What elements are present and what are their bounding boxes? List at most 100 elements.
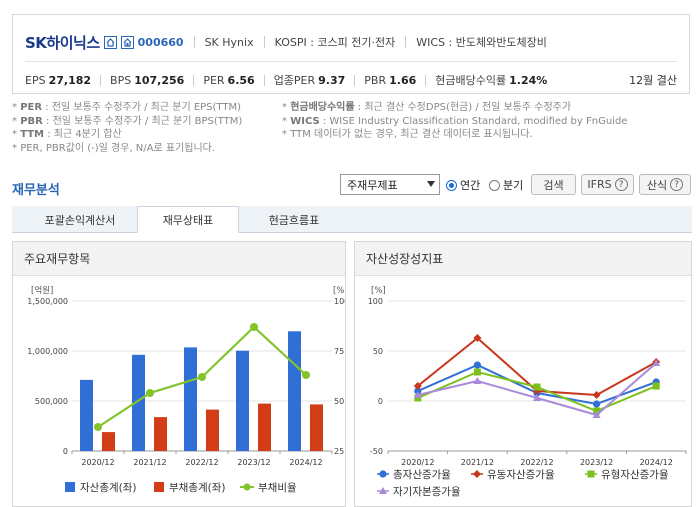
- y-tick-label: -50: [370, 447, 383, 456]
- y-tick-label-left: 500,000: [35, 397, 68, 406]
- legend-swatch: [154, 482, 164, 492]
- y-tick-label: 0: [378, 397, 383, 406]
- bar: [258, 403, 271, 451]
- help-icon: ?: [614, 178, 628, 191]
- asset-growth-chart: [%] -50 0 50 100 2020/12 2021/12 2022/12 2023/12…: [368, 286, 687, 498]
- divider: [263, 74, 265, 86]
- header-divider: [25, 61, 677, 62]
- bar: [288, 331, 301, 451]
- x-tick-label: 2023/12: [237, 458, 270, 467]
- ifrs-button[interactable]: IFRS?: [581, 174, 634, 195]
- line-point: [592, 391, 601, 399]
- x-tick-label: 2022/12: [185, 458, 218, 467]
- bar: [236, 350, 249, 451]
- formula-button[interactable]: 산식?: [639, 174, 691, 195]
- x-tick-label: 2024/12: [289, 458, 322, 467]
- divider: [425, 74, 427, 86]
- stat-per: PER 6.56: [203, 73, 255, 87]
- help-icon: ?: [670, 178, 684, 191]
- y-tick-label-right: 25: [334, 447, 344, 456]
- legend-swatch: [379, 487, 387, 494]
- line-point: [533, 383, 541, 391]
- y-tick-label-right: 100: [334, 297, 345, 306]
- market-info: KOSPI : 코스피 전기·전자: [274, 36, 396, 49]
- line-point: [473, 377, 482, 384]
- note-ttm-missing: * TTM 데이터가 없는 경우, 최근 결산 데이터로 표시됩니다.: [282, 129, 533, 140]
- legend-label: 자기자본증가율: [393, 486, 461, 498]
- legend-label: 자산총계(좌): [80, 482, 137, 494]
- bar: [132, 354, 145, 451]
- ir-home-icon[interactable]: [120, 35, 134, 49]
- x-tick-label: 2020/12: [401, 458, 434, 467]
- line-point: [652, 359, 661, 366]
- panel-title: 주요재무항목: [13, 242, 345, 276]
- stat-dividend-yield: 현금배당수익률 1.24%: [435, 74, 548, 87]
- bar: [310, 404, 323, 451]
- note-dividend-yield: * 현금배당수익률 : 최근 결산 수정DPS(현금) / 전일 보통주 수정주…: [282, 102, 572, 113]
- radio-on-icon: [446, 179, 457, 191]
- note-negative: * PER, PBR값이 (-)일 경우, N/A로 표기됩니다.: [12, 142, 216, 154]
- note-wics: * WICS : WISE Industry Classification St…: [282, 115, 628, 127]
- x-tick-label: 2024/12: [640, 458, 673, 467]
- divider: [354, 74, 356, 86]
- legend-swatch: [587, 470, 595, 478]
- stock-code: 000660: [137, 35, 184, 49]
- note-ttm: * TTM : 최근 4분기 합산: [12, 129, 122, 140]
- legend-swatch: [473, 470, 481, 478]
- chevron-down-icon: [427, 181, 435, 187]
- section-title: 재무분석: [12, 183, 60, 198]
- definition-notes: * PER : 전일 보통주 수정주가 / 최근 분기 EPS(TTM) * 현…: [12, 101, 692, 155]
- panel-title: 자산성장성지표: [355, 242, 691, 276]
- bar: [80, 379, 93, 451]
- legend-swatch: [243, 483, 251, 491]
- radio-quarter[interactable]: 분기: [489, 177, 523, 193]
- valuation-stats: EPS 27,182 BPS 107,256 PER 6.56 업종PER 9.37 P…: [25, 71, 677, 89]
- note-per: * PER : 전일 보통주 수정주가 / 최근 분기 EPS(TTM): [12, 102, 241, 113]
- line-point: [413, 391, 422, 398]
- y-tick-label-left: 0: [63, 447, 68, 456]
- home-icon[interactable]: [103, 35, 117, 49]
- line-point: [413, 382, 422, 390]
- line-point: [592, 411, 601, 418]
- line-point: [652, 382, 660, 390]
- line-point: [146, 389, 154, 397]
- bar: [154, 417, 167, 451]
- y-tick-label-left: 1,500,000: [27, 297, 68, 306]
- legend-label: 부채비율: [258, 482, 297, 494]
- x-tick-label: 2023/12: [580, 458, 613, 467]
- legend-label: 유동자산증가율: [487, 469, 555, 481]
- bar: [102, 432, 115, 451]
- statement-type-select[interactable]: 주재무제표: [340, 174, 440, 195]
- panel-key-financials: 주요재무항목 [억원] [%] 0 500,000 1,000,000 1,500,000…: [12, 241, 346, 507]
- search-button[interactable]: 검색: [531, 174, 576, 195]
- stat-bps: BPS 107,256: [110, 73, 185, 87]
- company-title-row: SK하이닉스 000660 SK Hynix KOSPI : 코스피 전기·전자…: [25, 29, 547, 55]
- radio-annual[interactable]: 연간: [446, 177, 480, 193]
- stat-pbr: PBR 1.66: [364, 73, 417, 87]
- divider: [193, 36, 195, 48]
- bar: [184, 347, 197, 451]
- bar: [206, 409, 219, 451]
- line-point: [593, 407, 601, 415]
- company-name: SK하이닉스: [25, 33, 100, 52]
- line-point: [533, 394, 541, 401]
- divider: [263, 36, 265, 48]
- divider: [193, 74, 195, 86]
- x-tick-label: 2022/12: [520, 458, 553, 467]
- line-point: [473, 361, 481, 369]
- y-tick-label-right: 50: [334, 397, 344, 406]
- wics-info: WICS : 반도체와반도체장비: [416, 36, 547, 49]
- radio-off-icon: [489, 179, 500, 191]
- y-axis-right-label: [%]: [333, 286, 345, 296]
- legend-swatch: [379, 470, 387, 478]
- line-point: [593, 400, 601, 408]
- legend-label: 부채총계(좌): [169, 482, 226, 494]
- legend-label: 총자산증가율: [393, 469, 451, 481]
- y-axis-label: [%]: [371, 286, 386, 296]
- settlement-month: 12월 결산: [629, 74, 677, 87]
- legend-label: 유형자산증가율: [601, 469, 669, 481]
- tab-income-statement[interactable]: 포괄손익계산서: [44, 213, 116, 227]
- tab-cash-flow[interactable]: 현금흐름표: [268, 213, 320, 227]
- line-point: [473, 368, 481, 376]
- tab-balance-sheet[interactable]: 재무상태표: [137, 206, 239, 233]
